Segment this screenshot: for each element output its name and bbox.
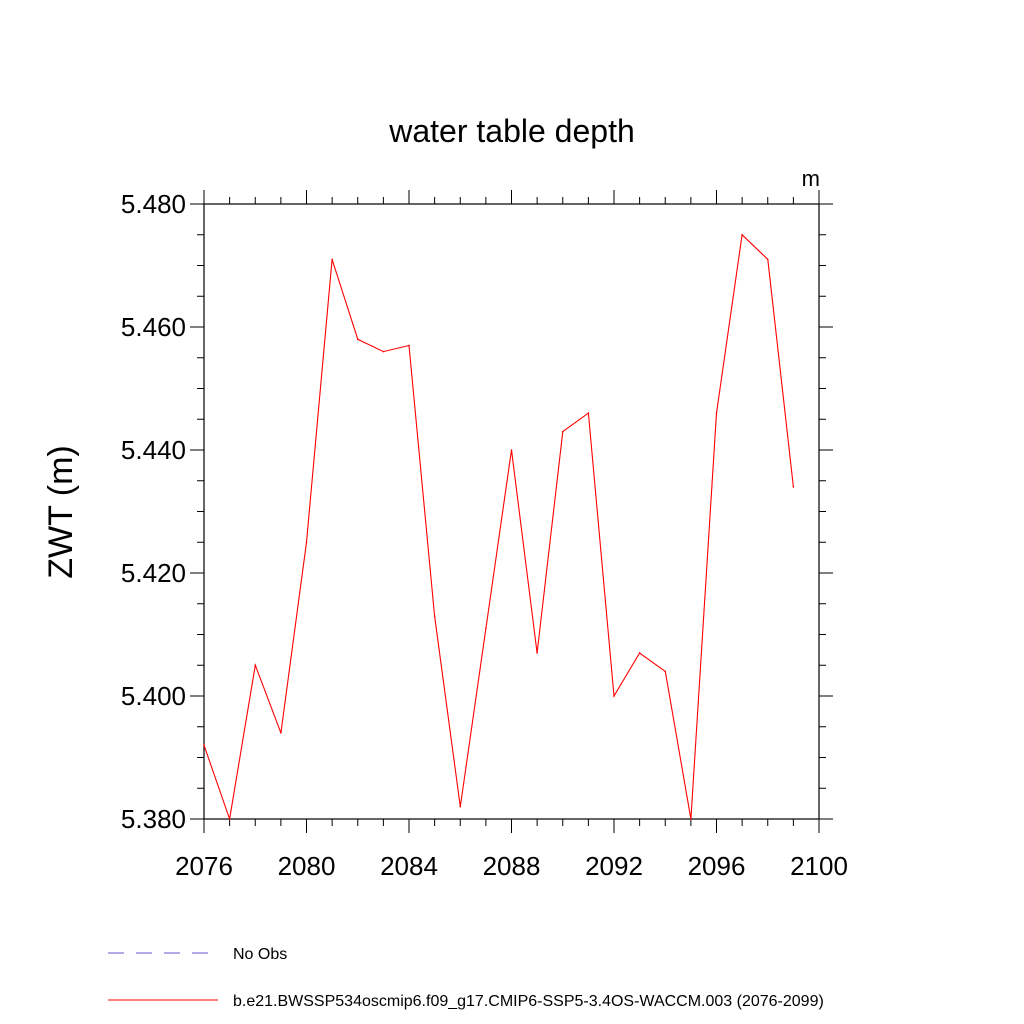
data-point — [305, 541, 308, 544]
data-point — [408, 344, 410, 347]
y-tick-label: 5.440 — [121, 435, 186, 465]
legend: No Obs b.e21.BWSSP534oscmip6.f09_g17.CMIP… — [108, 946, 824, 1010]
y-tick-label: 5.380 — [121, 804, 186, 834]
series-group — [203, 233, 795, 820]
data-point — [510, 449, 513, 451]
data-point — [459, 805, 462, 808]
y-tick-label: 5.400 — [121, 681, 186, 711]
data-point — [561, 430, 564, 433]
x-tick-label: 2088 — [483, 851, 541, 881]
data-point — [715, 412, 718, 414]
data-point — [766, 258, 769, 261]
x-tick-label: 2076 — [175, 851, 233, 881]
data-point — [638, 652, 641, 654]
units-label: m — [802, 166, 820, 191]
data-point — [331, 258, 333, 261]
x-tick-labels: 2076 2080 2084 2088 2092 2096 2100 — [175, 851, 848, 881]
data-point — [741, 233, 743, 236]
data-point — [536, 652, 538, 654]
data-point — [587, 412, 590, 414]
x-tick-label: 2080 — [278, 851, 336, 881]
data-point — [485, 627, 487, 630]
chart-title: water table depth — [388, 113, 635, 149]
data-point — [203, 744, 205, 746]
x-tick-label: 2096 — [688, 851, 746, 881]
axis-ticks — [190, 190, 833, 833]
y-tick-label: 5.460 — [121, 312, 186, 342]
legend-label: b.e21.BWSSP534oscmip6.f09_g17.CMIP6-SSP5… — [233, 993, 824, 1010]
y-tick-label: 5.480 — [121, 189, 186, 219]
data-point — [382, 350, 385, 353]
data-point — [254, 664, 257, 667]
x-tick-label: 2100 — [790, 851, 848, 881]
y-tick-labels: 5.380 5.400 5.420 5.440 5.460 5.480 — [121, 189, 186, 834]
data-point — [664, 670, 667, 673]
data-point — [690, 818, 692, 820]
data-point — [613, 695, 615, 697]
x-tick-label: 2092 — [585, 851, 643, 881]
data-point — [280, 732, 282, 734]
data-point — [792, 486, 795, 488]
data-point — [228, 818, 231, 820]
x-tick-label: 2084 — [380, 851, 438, 881]
legend-label: No Obs — [233, 946, 287, 963]
y-axis-label: ZWT (m) — [42, 445, 80, 578]
series-line — [203, 233, 794, 820]
data-point — [433, 615, 436, 617]
y-tick-label: 5.420 — [121, 558, 186, 588]
data-point — [356, 338, 359, 341]
plot-frame — [203, 203, 820, 820]
